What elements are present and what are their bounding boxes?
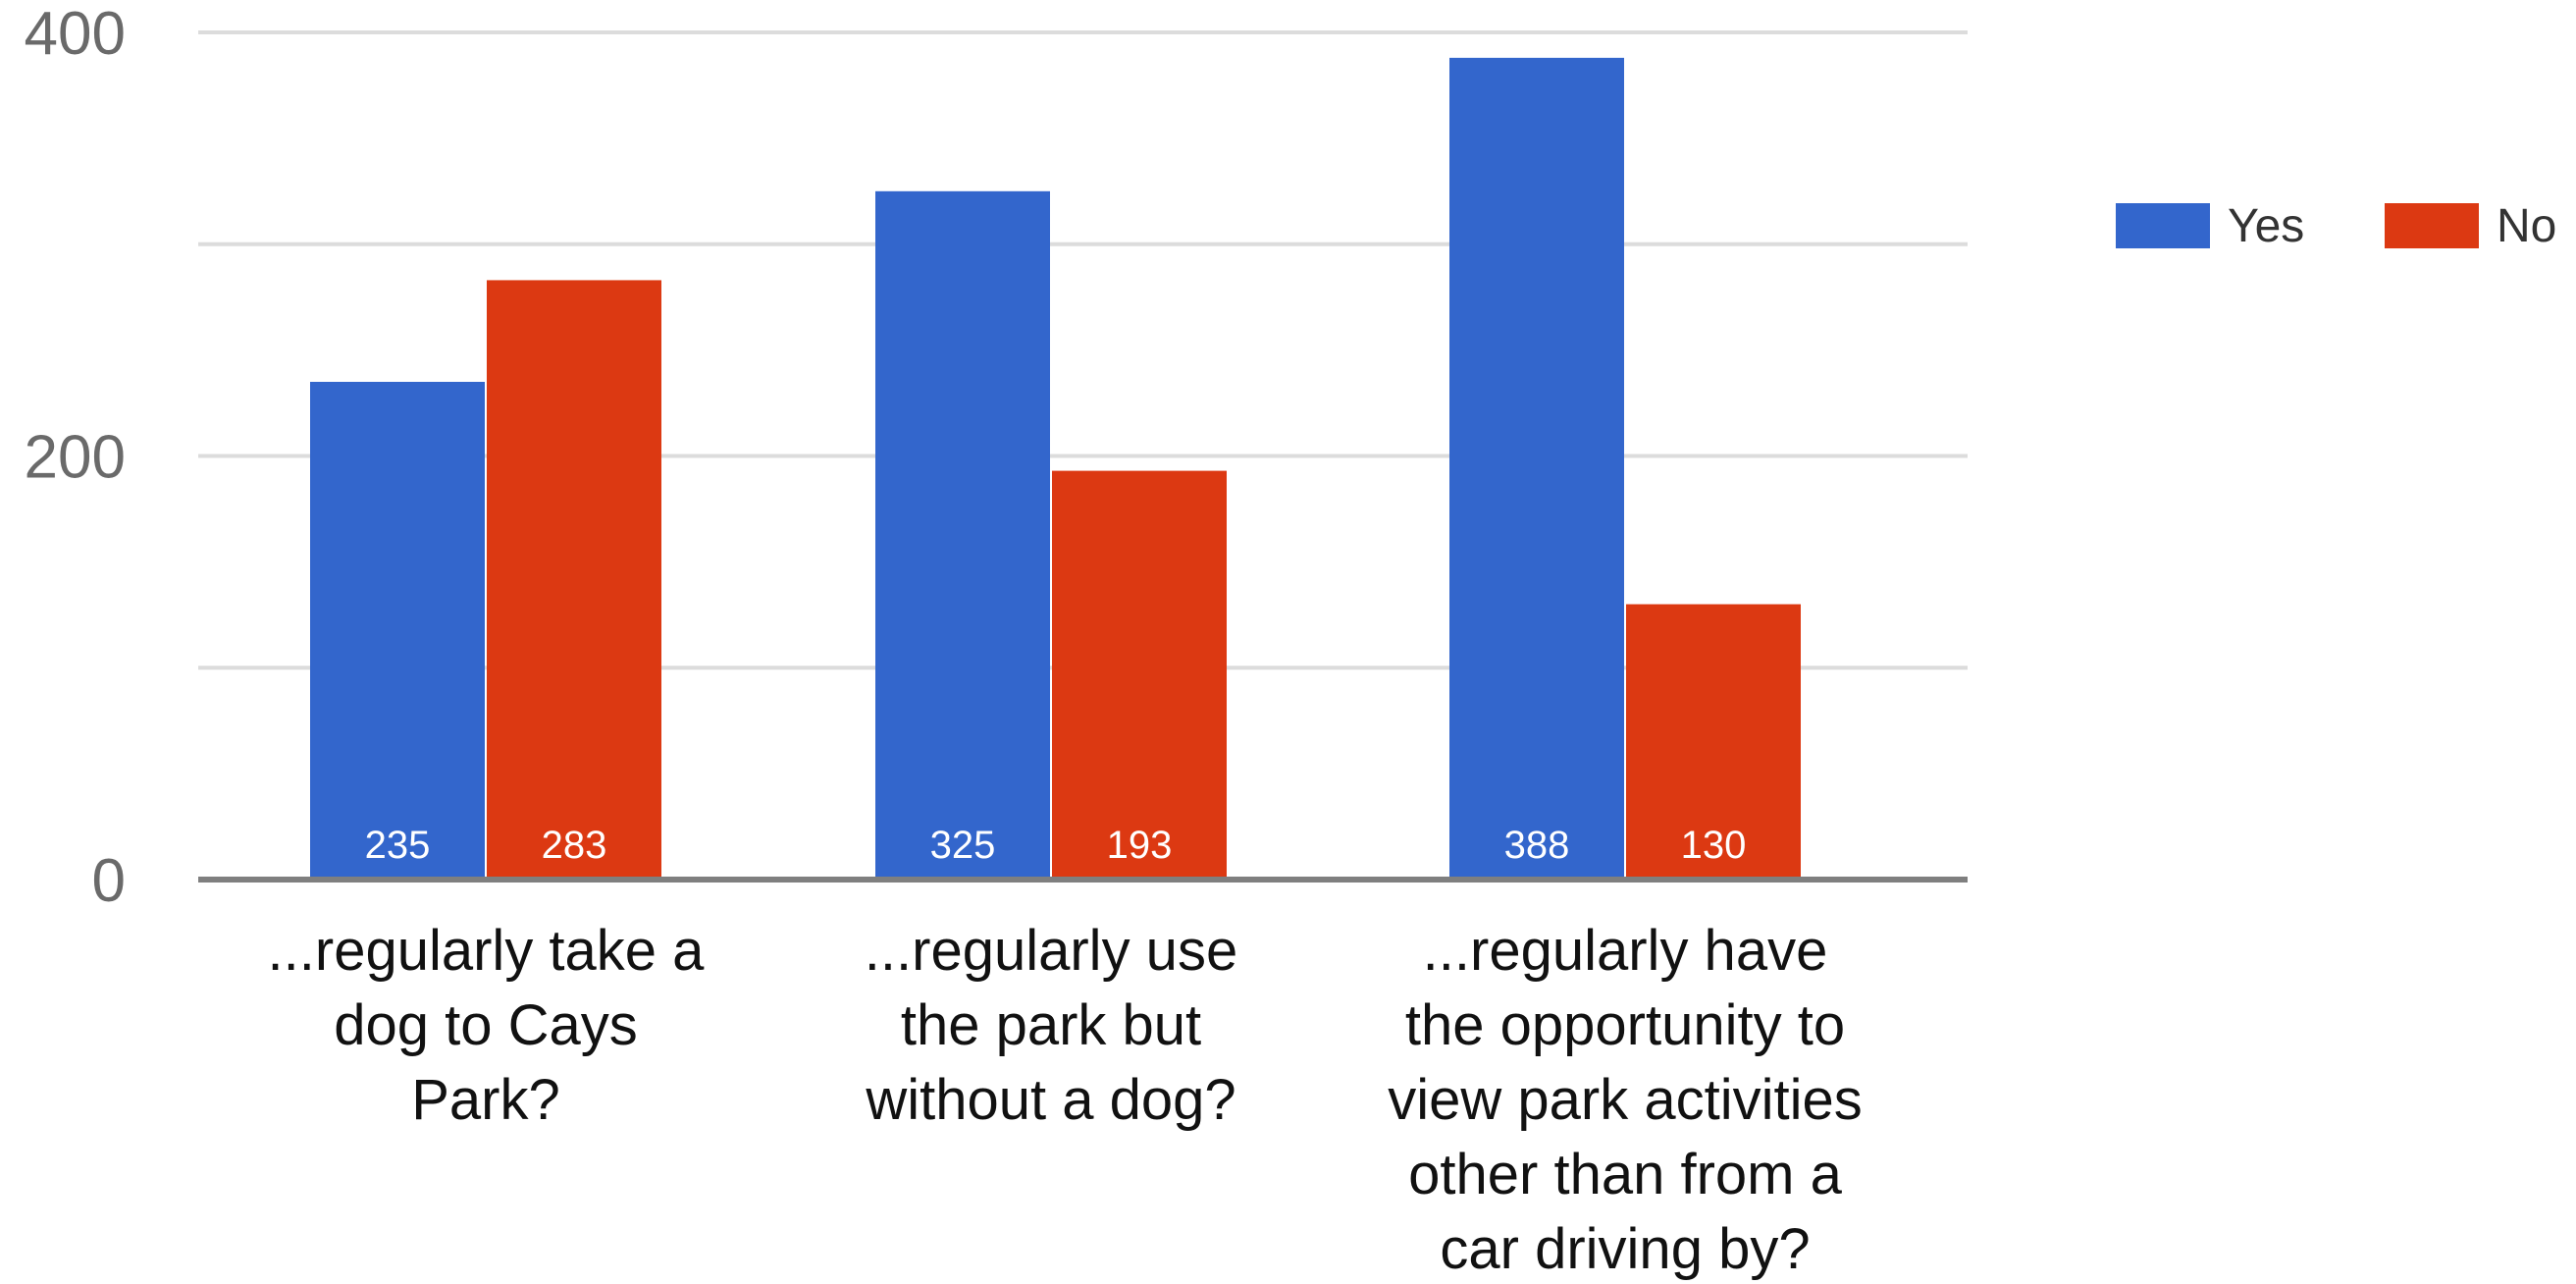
bar-yes-1 bbox=[310, 381, 485, 880]
x-category-label-line: other than from a bbox=[1408, 1143, 1842, 1206]
x-category-label-line: Park? bbox=[411, 1068, 560, 1132]
data-label-no-3: 130 bbox=[1681, 824, 1747, 867]
data-label-yes-3: 388 bbox=[1504, 824, 1570, 867]
data-label-no-1: 283 bbox=[542, 824, 607, 867]
bar-yes-2 bbox=[875, 190, 1050, 880]
x-category-label-3: ...regularly have the opportunity to view … bbox=[1388, 919, 1862, 1281]
bar-no-1 bbox=[487, 280, 661, 880]
legend-swatch-no bbox=[2385, 203, 2479, 248]
bars bbox=[310, 57, 1801, 880]
legend-label-yes: Yes bbox=[2228, 200, 2304, 252]
legend-swatch-yes bbox=[2116, 203, 2210, 248]
x-category-label-line: without a dog? bbox=[865, 1068, 1235, 1132]
data-label-yes-2: 325 bbox=[930, 824, 996, 867]
x-category-label-line: dog to Cays bbox=[334, 993, 638, 1057]
legend-label-no: No bbox=[2497, 200, 2556, 252]
x-category-label-line: the park but bbox=[901, 993, 1201, 1057]
y-axis-ticks: 0 200 400 bbox=[25, 0, 126, 915]
y-tick-label: 0 bbox=[92, 847, 126, 915]
x-category-label-2: ...regularly use the park but without a do… bbox=[865, 919, 1237, 1132]
data-labels: 235 283 325 193 388 130 bbox=[365, 824, 1747, 867]
data-label-no-2: 193 bbox=[1107, 824, 1173, 867]
x-category-label-1: ...regularly take a dog to Cays Park? bbox=[268, 919, 706, 1132]
y-tick-label: 200 bbox=[25, 424, 126, 492]
bar-yes-3 bbox=[1449, 57, 1624, 880]
x-category-label-line: car driving by? bbox=[1440, 1217, 1810, 1281]
legend: Yes No bbox=[2116, 200, 2556, 252]
bar-no-3 bbox=[1626, 604, 1801, 880]
bar-no-2 bbox=[1052, 470, 1227, 880]
y-tick-label: 400 bbox=[25, 0, 126, 68]
data-label-yes-1: 235 bbox=[365, 824, 431, 867]
x-category-label-line: view park activities bbox=[1388, 1068, 1862, 1132]
x-axis-labels: ...regularly take a dog to Cays Park?...re… bbox=[268, 919, 1863, 1281]
x-category-label-line: the opportunity to bbox=[1405, 993, 1845, 1057]
x-category-label-line: ...regularly have bbox=[1423, 919, 1828, 983]
x-category-label-line: ...regularly use bbox=[865, 919, 1237, 983]
x-category-label-line: ...regularly take a bbox=[268, 919, 706, 983]
